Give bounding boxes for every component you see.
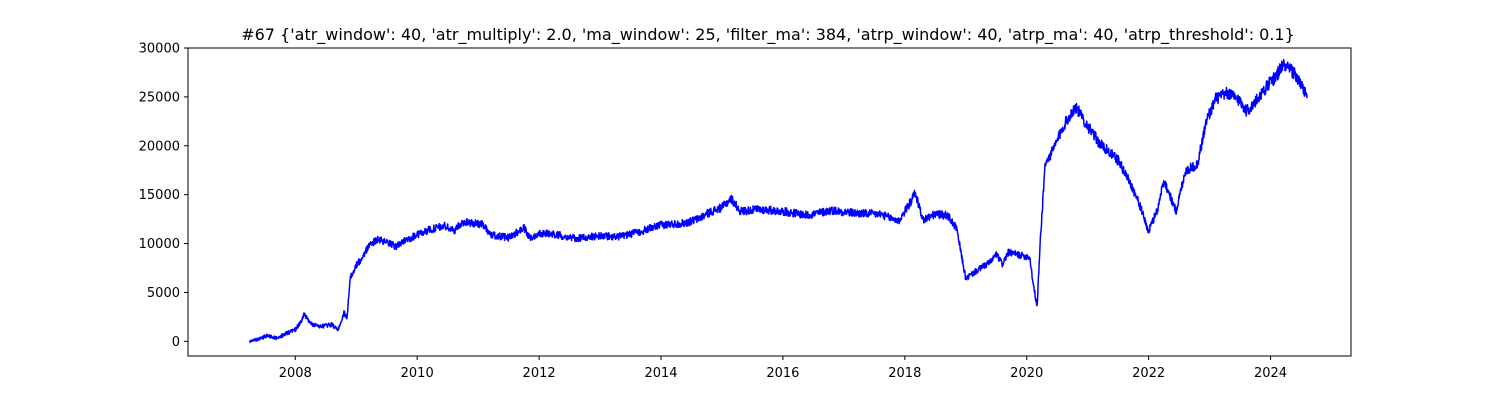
- x-tick-label: 2024: [1254, 366, 1287, 381]
- y-tick-label: 30000: [139, 42, 180, 57]
- x-tick-label: 2012: [523, 366, 556, 381]
- x-tick-label: 2008: [279, 366, 312, 381]
- x-tick-label: 2018: [888, 366, 921, 381]
- plot-area: [248, 58, 1308, 344]
- y-axis: 0 5000 10000 15000 20000 25000 30000: [139, 42, 188, 350]
- y-tick-label: 25000: [139, 90, 180, 105]
- y-tick-label: 15000: [139, 188, 180, 203]
- y-tick-label: 0: [172, 335, 180, 350]
- x-tick-label: 2022: [1132, 366, 1165, 381]
- x-tick-label: 2016: [766, 366, 799, 381]
- x-tick-label: 2020: [1010, 366, 1043, 381]
- x-tick-label: 2014: [644, 366, 677, 381]
- y-tick-label: 5000: [147, 286, 180, 301]
- chart-title: #67 {'atr_window': 40, 'atr_multiply': 2…: [241, 25, 1295, 45]
- series-line: [248, 58, 1308, 344]
- y-tick-label: 10000: [139, 237, 180, 252]
- y-tick-label: 20000: [139, 139, 180, 154]
- plot-frame: [187, 47, 1352, 357]
- x-tick-label: 2010: [401, 366, 434, 381]
- x-axis: 2008 2010 2012 2014 2016 2018 2020 2022 2024: [279, 356, 1287, 381]
